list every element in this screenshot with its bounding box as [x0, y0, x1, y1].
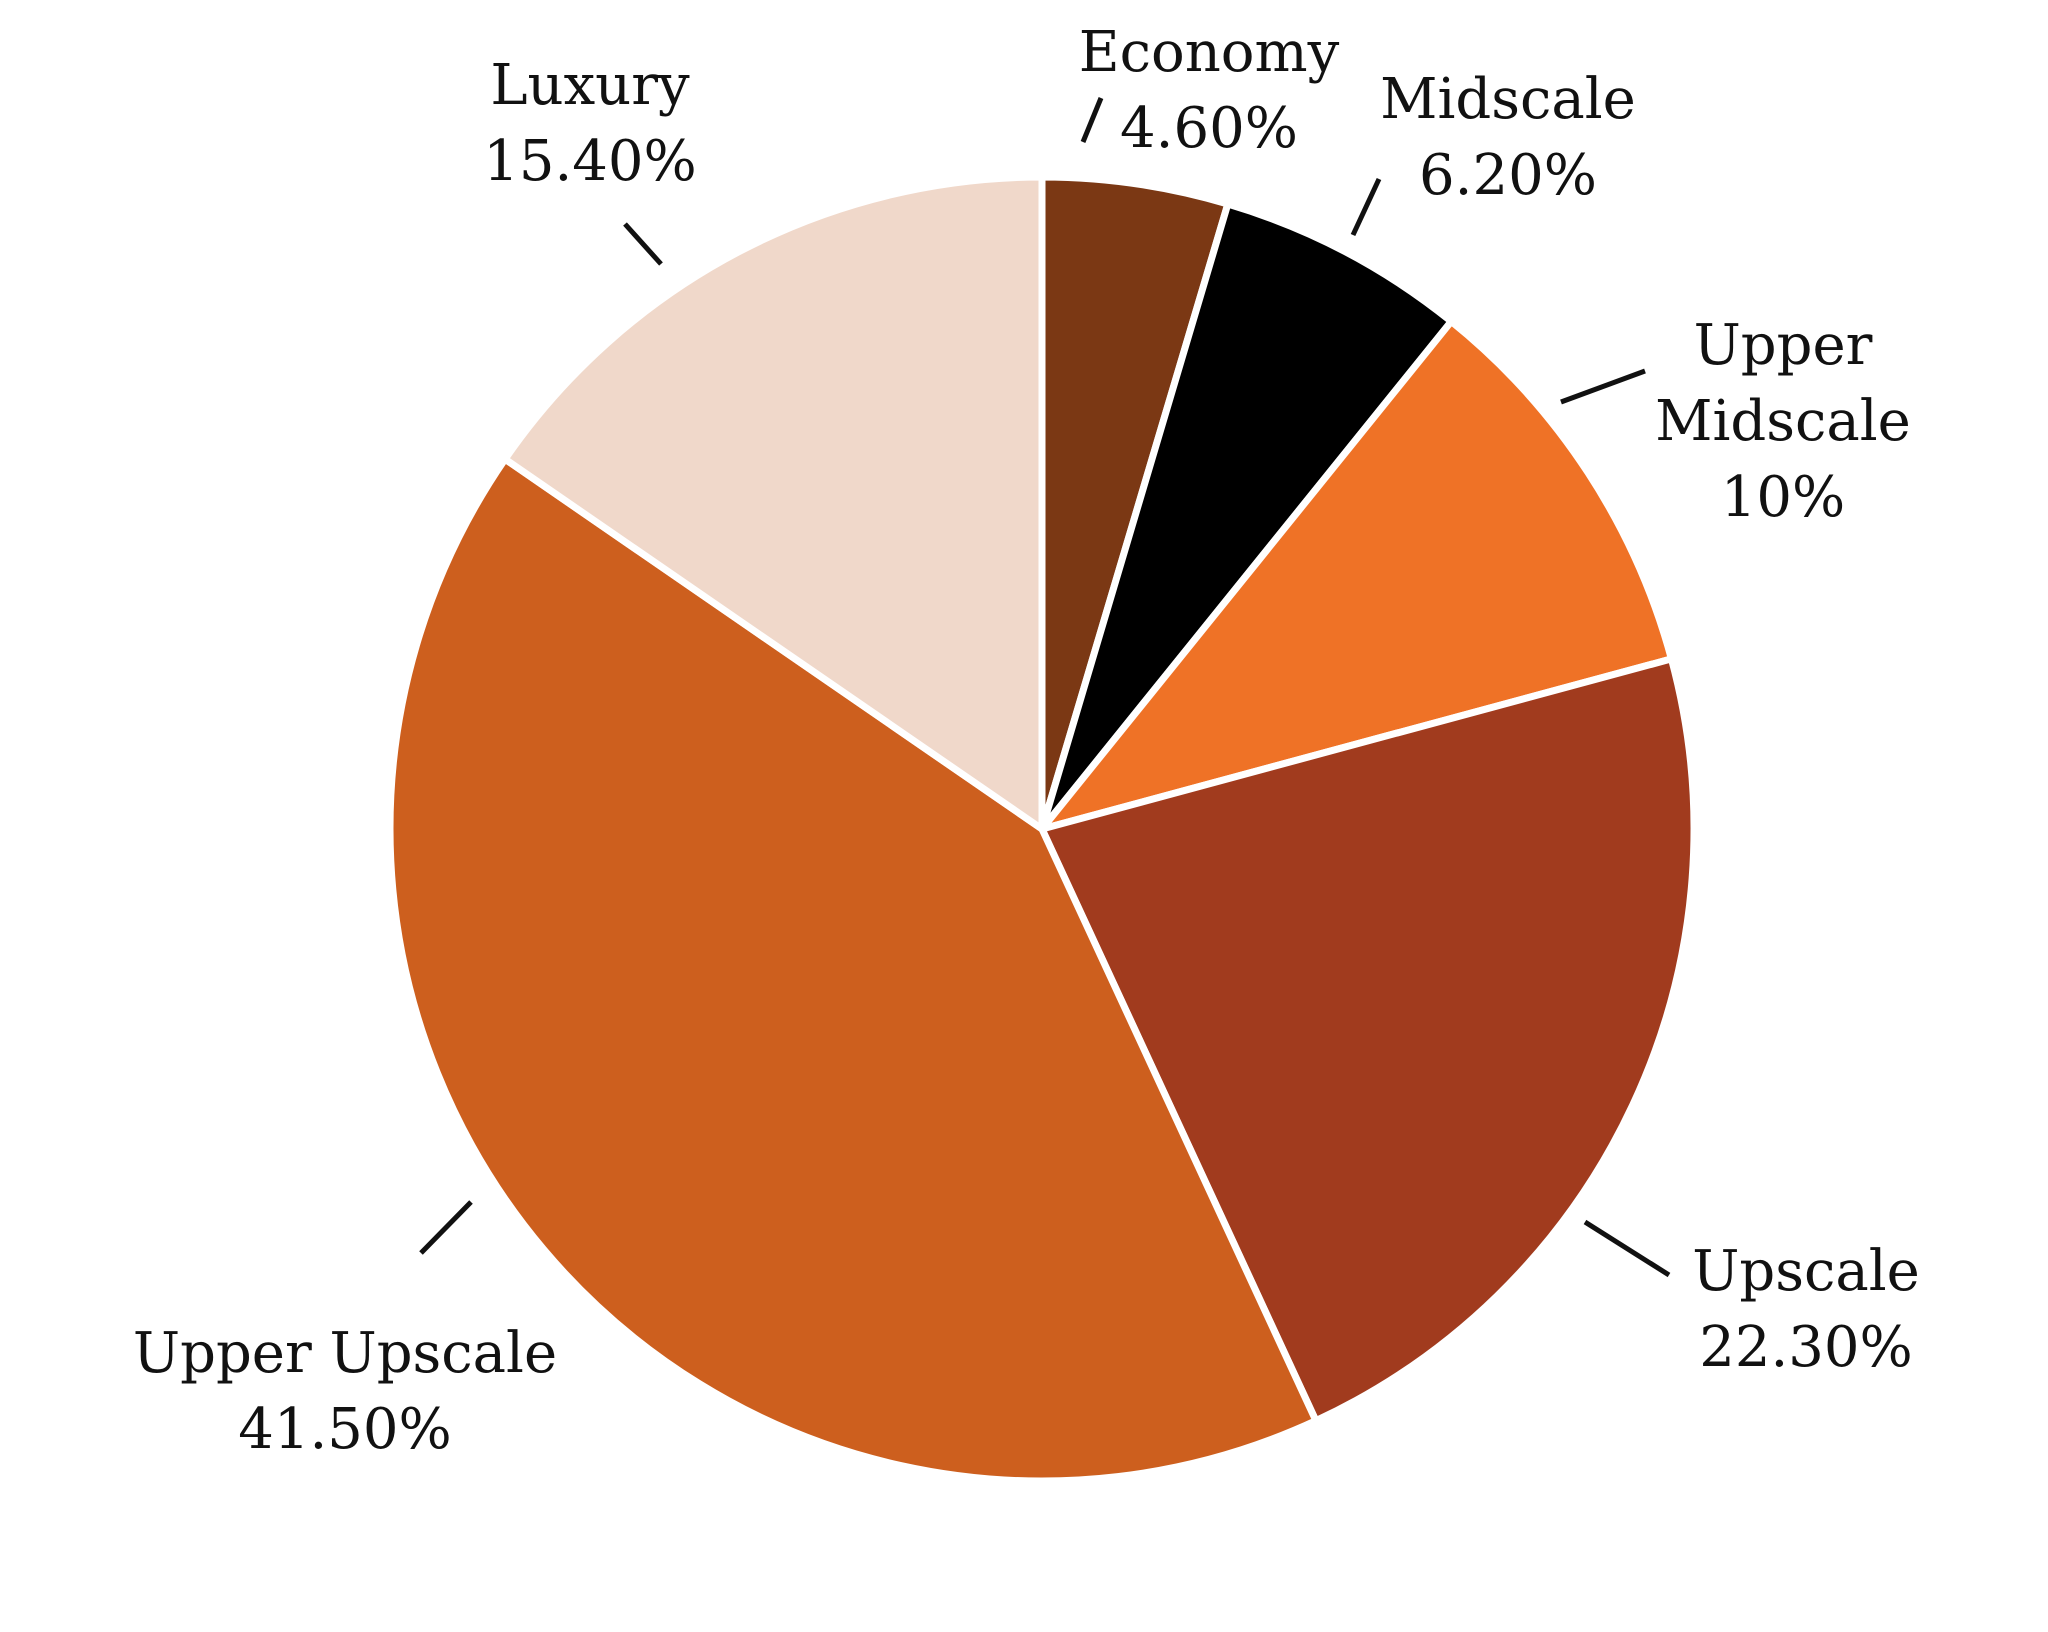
slice-upper-upscale	[386, 455, 1320, 1485]
leader-lines-layer	[419, 97, 1671, 1278]
slice-name-upper-upscale: Upper Upscale	[133, 1321, 557, 1386]
slices-layer	[386, 173, 1698, 1485]
slice-value-midscale: 6.20%	[1419, 143, 1597, 208]
slice-value-upscale: 22.30%	[1699, 1315, 1913, 1380]
slice-midscale	[1038, 200, 1455, 833]
slice-label-upscale: Upscale 22.30%	[1692, 1239, 1920, 1380]
slice-label-upper-upscale: Upper Upscale 41.50%	[133, 1321, 557, 1462]
leader-line-upscale	[1583, 1219, 1671, 1278]
leader-line-midscale	[1350, 177, 1382, 237]
slice-name-luxury: Luxury	[490, 53, 690, 118]
slice-luxury	[501, 173, 1046, 833]
slice-upper-midscale	[1038, 317, 1675, 833]
slice-value-luxury: 15.40%	[483, 129, 697, 194]
slice-value-upper-upscale: 41.50%	[238, 1397, 452, 1462]
slice-name-upper-midscale: Midscale	[1655, 389, 1911, 454]
labels-layer: Economy 4.60% Midscale 6.20% Upper Midscale 10…	[133, 20, 1920, 1462]
slice-name-upscale: Upscale	[1692, 1239, 1920, 1304]
slice-label-upper-midscale: Upper Midscale 10%	[1655, 313, 1911, 530]
leader-line-upper-midscale	[1560, 368, 1646, 405]
slice-value-economy: 4.60%	[1120, 96, 1298, 161]
leader-line-upper-upscale	[419, 1200, 473, 1255]
slice-name-economy: Economy	[1079, 20, 1340, 85]
leader-line-luxury	[623, 222, 663, 266]
slice-name-midscale: Midscale	[1380, 67, 1636, 132]
slice-label-economy: Economy 4.60%	[1079, 20, 1340, 161]
slice-value-upper-midscale: 10%	[1721, 465, 1845, 530]
slice-label-midscale: Midscale 6.20%	[1380, 67, 1636, 208]
slice-label-luxury: Luxury 15.40%	[483, 53, 697, 194]
slice-upscale	[1038, 655, 1698, 1425]
slice-name-upper-midscale: Upper	[1694, 313, 1873, 378]
leader-line-economy	[1080, 97, 1104, 143]
